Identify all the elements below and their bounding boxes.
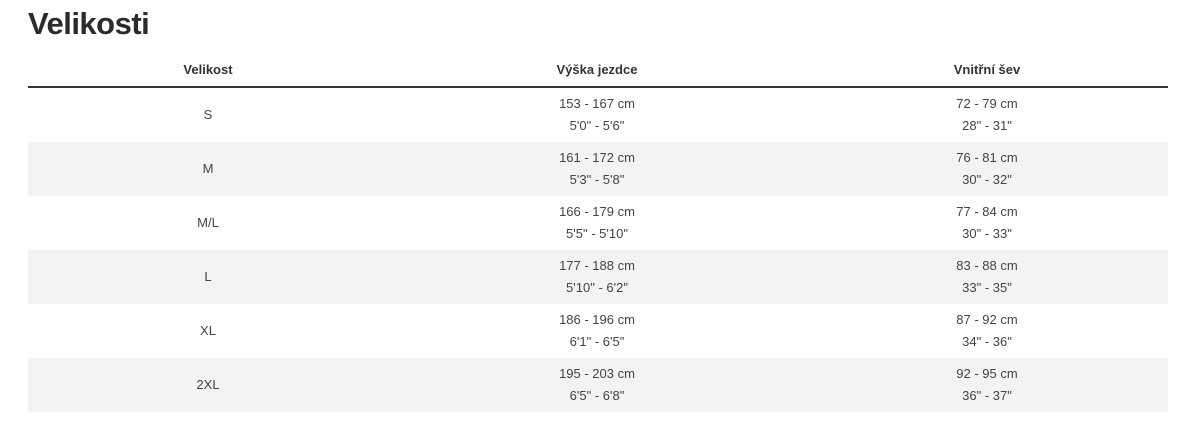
table-row: M 161 - 172 cm 5'3" - 5'8" 76 - 81 cm 30" - … [28,142,1168,196]
size-value: S [203,107,213,122]
rider-height-cell: 166 - 179 cm 5'5" - 5'10" [388,196,806,250]
inseam-in: 30" - 33" [962,226,1012,241]
inseam-cm: 76 - 81 cm [956,150,1018,165]
inseam-cell: 83 - 88 cm 33" - 35" [806,250,1168,304]
size-value: XL [200,323,216,338]
height-cm: 161 - 172 cm [559,150,635,165]
height-cm: 195 - 203 cm [559,366,635,381]
table-row: L 177 - 188 cm 5'10" - 6'2" 83 - 88 cm 33" -… [28,250,1168,304]
height-in: 5'5" - 5'10" [566,226,628,241]
size-value: M [202,161,214,176]
size-cell: S [28,87,388,142]
inseam-cell: 77 - 84 cm 30" - 33" [806,196,1168,250]
size-cell: 2XL [28,358,388,412]
table-row: S 153 - 167 cm 5'0" - 5'6" 72 - 79 cm 28" - … [28,87,1168,142]
table-row: XL 186 - 196 cm 6'1" - 6'5" 87 - 92 cm 34" -… [28,304,1168,358]
rider-height-cell: 186 - 196 cm 6'1" - 6'5" [388,304,806,358]
header-rider-height: Výška jezdce [388,53,806,88]
inseam-in: 36" - 37" [962,388,1012,403]
inseam-in: 30" - 32" [962,172,1012,187]
inseam-cm: 72 - 79 cm [956,96,1018,111]
rider-height-cell: 161 - 172 cm 5'3" - 5'8" [388,142,806,196]
inseam-in: 33" - 35" [962,280,1012,295]
height-cm: 153 - 167 cm [559,96,635,111]
rider-height-cell: 195 - 203 cm 6'5" - 6'8" [388,358,806,412]
height-in: 5'3" - 5'8" [569,172,625,187]
size-cell: L [28,250,388,304]
size-value: M/L [197,215,219,230]
height-in: 5'0" - 5'6" [569,118,625,133]
size-cell: M/L [28,196,388,250]
size-value: 2XL [196,377,220,392]
height-in: 5'10" - 6'2" [566,280,628,295]
page-title: Velikosti [28,6,150,41]
inseam-cell: 92 - 95 cm 36" - 37" [806,358,1168,412]
size-cell: XL [28,304,388,358]
inseam-cell: 87 - 92 cm 34" - 36" [806,304,1168,358]
header-size: Velikost [28,53,388,88]
rider-height-cell: 177 - 188 cm 5'10" - 6'2" [388,250,806,304]
height-in: 6'5" - 6'8" [569,388,625,403]
table-header-row: Velikost Výška jezdce Vnitřní šev [28,53,1168,88]
rider-height-cell: 153 - 167 cm 5'0" - 5'6" [388,87,806,142]
height-cm: 186 - 196 cm [559,312,635,327]
size-value: L [204,269,212,284]
size-table: Velikost Výška jezdce Vnitřní šev S 153 -… [28,53,1168,412]
inseam-cm: 87 - 92 cm [956,312,1018,327]
size-cell: M [28,142,388,196]
header-inseam: Vnitřní šev [806,53,1168,88]
inseam-cm: 77 - 84 cm [956,204,1018,219]
inseam-cm: 92 - 95 cm [956,366,1018,381]
table-row: M/L 166 - 179 cm 5'5" - 5'10" 77 - 84 cm 30"… [28,196,1168,250]
height-in: 6'1" - 6'5" [569,334,625,349]
table-row: 2XL 195 - 203 cm 6'5" - 6'8" 92 - 95 cm 36" … [28,358,1168,412]
inseam-cell: 76 - 81 cm 30" - 32" [806,142,1168,196]
inseam-cell: 72 - 79 cm 28" - 31" [806,87,1168,142]
height-cm: 166 - 179 cm [559,204,635,219]
inseam-cm: 83 - 88 cm [956,258,1018,273]
height-cm: 177 - 188 cm [559,258,635,273]
inseam-in: 34" - 36" [962,334,1012,349]
inseam-in: 28" - 31" [962,118,1012,133]
